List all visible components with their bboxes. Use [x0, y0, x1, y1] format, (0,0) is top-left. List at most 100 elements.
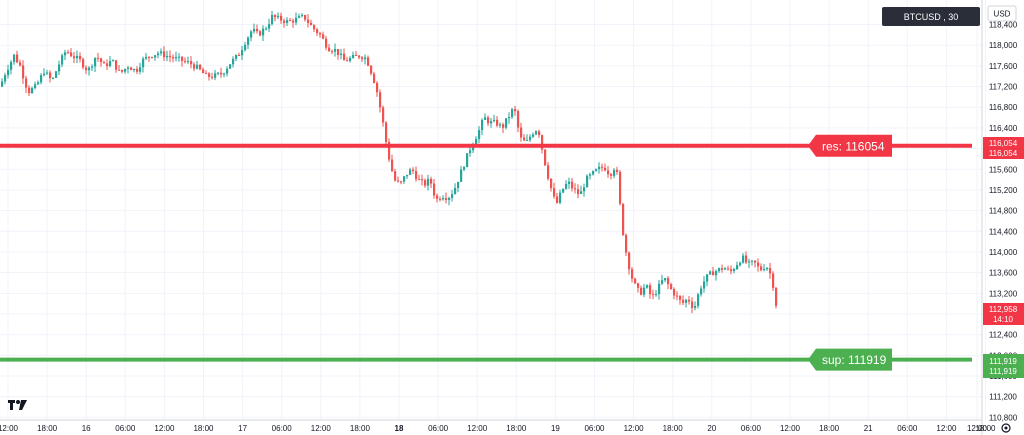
candle-body [610, 174, 613, 176]
candle-body [40, 75, 43, 83]
candle-body [694, 306, 697, 308]
candle-body [217, 72, 220, 74]
candle-body [154, 55, 157, 58]
candle-body [226, 68, 229, 74]
candle-body [652, 294, 655, 296]
candle-body [409, 169, 412, 175]
time-tick-label: 18:00 [350, 424, 371, 433]
support-axis-badge: 111,919 111,919 [983, 354, 1024, 378]
symbol-badge[interactable]: BTCUSD , 30 [882, 7, 980, 26]
price-tick-label: 114,000 [989, 248, 1018, 257]
candle-body [676, 295, 679, 297]
candle-body [418, 179, 421, 181]
price-tick-label: 113,200 [989, 289, 1018, 298]
candle-body [604, 167, 607, 171]
candle-body [328, 47, 331, 52]
candle-body [538, 131, 541, 136]
candle-body [748, 261, 751, 263]
candle-body [43, 73, 46, 76]
candle-body [526, 139, 529, 141]
candle-body [721, 268, 724, 270]
candle-body [745, 255, 748, 263]
time-tick-label: 18:00 [663, 424, 684, 433]
candle-body [769, 267, 772, 274]
time-axis[interactable]: 12:00 18:00 16 06:00 12:00 18:00 17 06:00 12:00 1… [0, 424, 996, 433]
candle-body [325, 38, 328, 48]
gear-icon[interactable] [1001, 423, 1011, 433]
candle-body [730, 269, 733, 272]
resistance-label: res: 116054 [808, 134, 892, 157]
candle-body [421, 179, 424, 181]
candle-body [34, 84, 37, 89]
candle-body [97, 57, 100, 59]
candle-body [772, 273, 775, 288]
candle-body [109, 60, 112, 67]
candle-body [463, 167, 466, 170]
candle-body [295, 17, 298, 23]
candle-body [448, 197, 451, 200]
time-tick-label: 12:00 [780, 424, 801, 433]
candle-body [214, 73, 217, 78]
candle-body [229, 64, 232, 69]
candle-body [235, 54, 238, 59]
time-tick-label: 18:00 [37, 424, 58, 433]
time-tick-label: 12:00 [0, 424, 19, 433]
candle-body [649, 285, 652, 295]
candle-body [625, 234, 628, 253]
resistance-axis-label-2: 116,054 [989, 149, 1018, 158]
candle-body [628, 252, 631, 270]
candle-body [547, 165, 550, 179]
candle-body [532, 134, 535, 137]
time-tick-label: 12:00 [936, 424, 957, 433]
candle-body [343, 53, 346, 61]
candle-body [139, 67, 142, 72]
candle-body [574, 188, 577, 190]
candle-body [655, 294, 658, 296]
candle-body [427, 178, 430, 186]
candle-body [301, 14, 304, 17]
candle-body [55, 71, 58, 78]
candle-body [637, 283, 640, 288]
candle-body [385, 122, 388, 142]
time-tick-label: 12:00 [624, 424, 645, 433]
candle-body [19, 62, 22, 66]
candle-body [253, 29, 256, 32]
candle-body [622, 203, 625, 235]
candle-body [634, 278, 637, 284]
candle-body [133, 68, 136, 71]
candle-body [535, 131, 538, 135]
support-label: sup: 111919 [808, 348, 892, 371]
candle-body [469, 150, 472, 154]
candle-body [406, 174, 409, 177]
time-tick-label: 06:00 [897, 424, 918, 433]
candle-body [310, 22, 313, 26]
candle-body [706, 274, 709, 282]
candle-body [193, 64, 196, 69]
time-tick-label: 12:00 [967, 424, 988, 433]
candle-body [31, 88, 34, 93]
candle-body [238, 54, 241, 56]
candle-body [559, 192, 562, 203]
candle-body [292, 20, 295, 23]
currency-button[interactable]: USD [987, 5, 1017, 22]
candle-body [670, 284, 673, 290]
price-tick-label: 113,600 [989, 269, 1018, 278]
support-label-text: sup: 111919 [822, 353, 887, 367]
candle-body [148, 56, 151, 58]
candle-body [103, 62, 106, 64]
candle-body [568, 181, 571, 184]
currency-button-label: USD [994, 10, 1011, 19]
candle-body [460, 169, 463, 182]
candle-body [262, 28, 265, 36]
time-tick-label: 18:00 [506, 424, 527, 433]
candle-body [520, 127, 523, 138]
candle-body [394, 171, 397, 181]
time-tick-label: 12:00 [467, 424, 488, 433]
candle-body [304, 14, 307, 20]
candle-body [391, 159, 394, 172]
candle-body [355, 55, 358, 57]
candle-body [613, 169, 616, 176]
candle-body [46, 72, 49, 74]
candle-body [1, 81, 4, 87]
